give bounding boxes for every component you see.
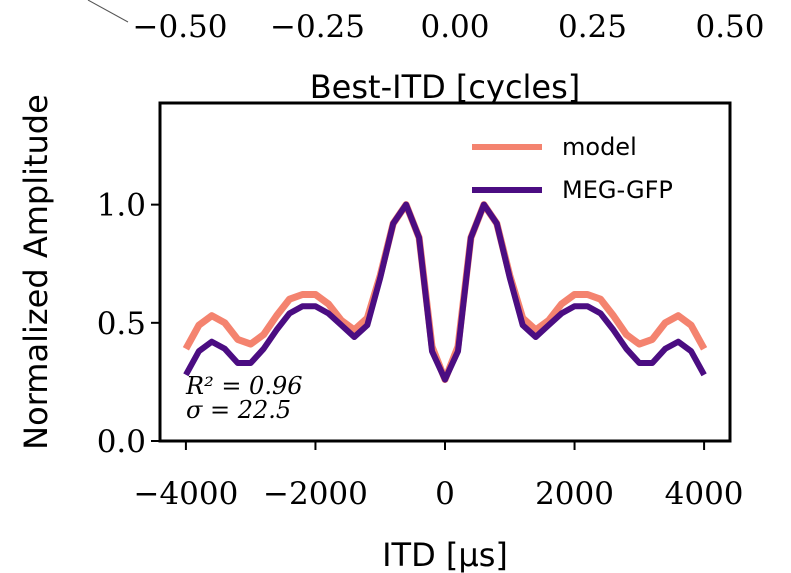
x-axis-ticks: −4000 −2000 0 2000 4000 [133,441,744,512]
y-tick-label: 0.0 [97,424,146,460]
series-lines [182,201,708,383]
top-axis-label: Best-ITD [cycles] [310,68,581,106]
r-squared-annotation: R² = 0.96 [185,372,303,400]
top-axis-ticks: −0.50 −0.25 0.00 0.25 0.50 [133,9,765,45]
legend-label-meg-gfp: MEG-GFP [562,176,673,204]
x-tick-label: −2000 [263,476,368,512]
series-line-model [182,201,708,383]
y-axis-label: Normalized Amplitude [17,94,55,450]
x-tick-label: 0 [435,476,455,512]
x-tick-label: 4000 [665,476,744,512]
y-tick-label: 0.5 [97,306,146,342]
legend-label-model: model [562,133,637,161]
x-axis-label: ITD [μs] [382,536,508,573]
y-axis-ticks: 0.0 0.5 1.0 [97,188,160,460]
x-tick-label: −4000 [133,476,238,512]
top-tick-label: 0.50 [695,9,764,45]
top-tick-label: −0.25 [270,9,365,45]
corner-mark [87,0,129,23]
top-tick-label: 0.00 [420,9,489,45]
sigma-annotation: σ = 22.5 [186,396,291,424]
x-tick-label: 2000 [535,476,614,512]
y-tick-label: 1.0 [97,188,146,224]
top-tick-label: −0.50 [133,9,228,45]
series-line-meg-gfp [183,201,707,383]
legend: model MEG-GFP [472,133,673,204]
top-tick-label: 0.25 [558,9,627,45]
